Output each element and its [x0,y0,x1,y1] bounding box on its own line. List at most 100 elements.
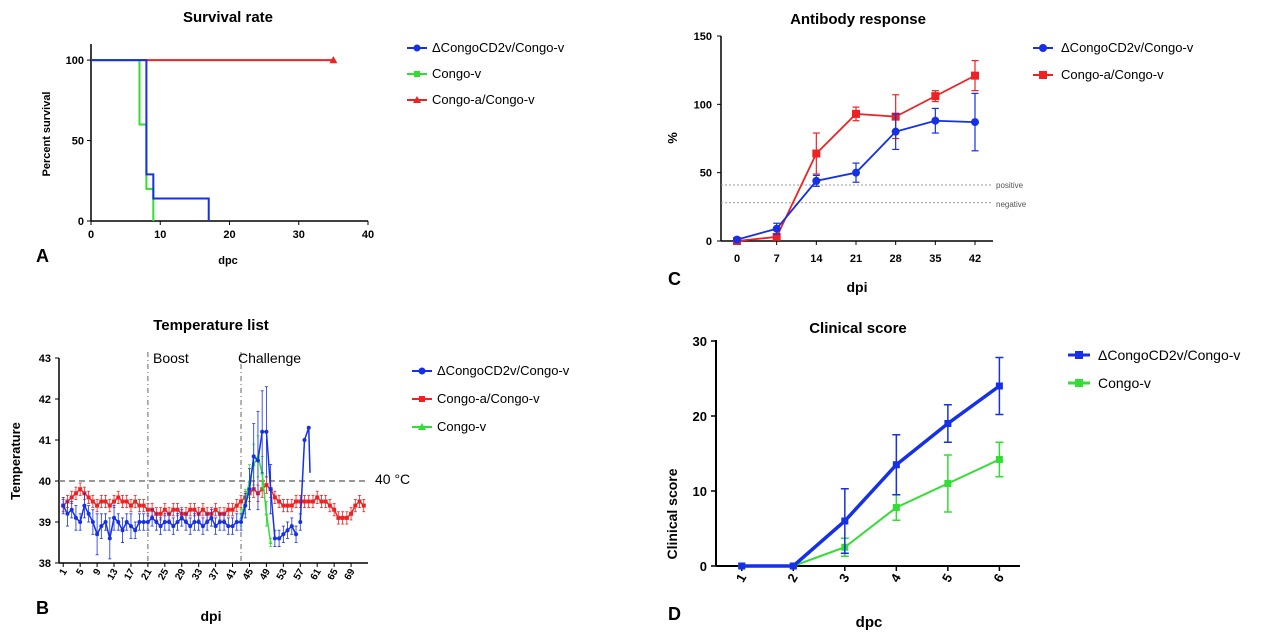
data-point [281,532,286,537]
data-point [971,71,979,80]
data-point [137,503,142,508]
data-point [120,528,125,533]
x-tick-label: 14 [810,253,823,265]
data-point [995,382,1003,390]
panel-a-legend-label: ΔCongoCD2v/Congo-v [432,40,565,55]
panel-b-legend-item: Congo-v [412,419,487,434]
panel-d-clinical-chart: Clinical score 1 2 3 4 5 6 0 10 20 30 dpc Clinica… [664,320,1240,631]
x-tick-label: 25 [156,567,171,583]
data-point [285,503,290,508]
data-point [302,499,307,504]
panel-a-legend-item: Congo-v [407,66,482,81]
data-point [200,507,205,512]
data-point [264,483,269,488]
panel-d-legend-marker [1075,351,1083,359]
x-tick-label: 6 [990,571,1007,585]
data-point [175,507,180,512]
x-tick-label: 57 [292,567,307,583]
series-line [736,74,976,242]
panel-c-negative-label: negative [996,200,1027,209]
panel-c-legend-label: ΔCongoCD2v/Congo-v [1061,40,1194,55]
data-point [772,224,781,233]
panel-a-legend-marker [414,71,420,77]
x-tick-label: 29 [173,567,188,583]
x-tick-label: 20 [223,229,235,241]
data-point [272,536,277,541]
x-tick-label: 10 [154,229,166,241]
x-tick-label: 17 [122,567,137,583]
x-tick-label: 13 [106,567,121,583]
data-point [103,499,108,504]
x-tick-label: 41 [224,567,239,583]
data-point [332,507,337,512]
data-point [226,507,231,512]
data-point [349,511,354,516]
y-tick-label: 20 [693,409,707,424]
data-point [733,235,741,244]
data-point [239,499,244,504]
y-tick-label: 42 [39,394,51,406]
data-point [234,520,239,524]
data-point [306,499,311,504]
panel-a-legend-marker [413,44,421,52]
series-group [733,92,979,244]
data-point [141,503,146,508]
data-point [812,176,821,185]
series-line [240,454,272,543]
data-point [192,507,197,512]
data-point [124,520,129,524]
panel-a-survival-chart: Survival rate 0 10 20 30 40 0 50 100 dpc Percen… [36,9,565,267]
panel-a-title: Survival rate [183,9,273,26]
data-point [82,503,87,508]
data-point [361,503,366,508]
data-point [268,487,273,492]
data-point [162,507,167,512]
data-point [95,503,100,508]
data-point [128,524,133,529]
x-tick-label: 28 [890,253,902,265]
panel-a-legend-item: ΔCongoCD2v/Congo-v [407,40,565,55]
data-point [78,520,83,524]
data-point [281,503,286,508]
x-tick-label: 42 [969,253,981,265]
data-point [107,536,112,541]
panel-c-legend-item: ΔCongoCD2v/Congo-v [1033,40,1194,55]
series-line [741,384,1001,568]
panel-b-plot: 1 5 9 13 17 21 25 29 33 37 41 45 49 53 57 61 65 693839404… [39,352,368,582]
y-tick-label: 0 [78,216,84,228]
data-point [336,515,341,520]
panel-d-legend-marker [1075,379,1083,387]
panel-d-ticks: 1 2 3 4 5 6 0 10 20 30 [693,334,1007,585]
x-tick-label: 4 [887,570,904,584]
data-point [73,515,78,520]
data-point [99,499,104,504]
data-point [196,520,201,524]
x-tick-label: 3 [836,571,853,585]
panel-b-legend-marker [418,367,426,375]
data-point [294,532,299,537]
panel-b-legend-label: Congo-v [437,419,487,434]
data-point [90,520,95,524]
x-tick-label: 5 [74,567,87,578]
data-point [971,118,979,127]
series-group [738,441,1004,570]
panel-c-title: Antibody response [790,11,926,28]
panel-c-ticks: 0 7 14 21 28 35 42 0 50 100 150 [694,31,981,265]
panel-b-threshold-label: 40 °C [375,471,410,487]
data-point [95,532,100,537]
data-point [183,520,188,524]
data-point [120,499,125,504]
y-tick-label: 0 [706,236,712,248]
data-point [188,524,193,529]
data-point [154,520,159,524]
data-point [124,499,129,504]
data-point [112,515,117,520]
panel-b-legend-item: Congo-a/Congo-v [412,391,540,406]
data-point [264,429,269,434]
data-point [239,520,244,524]
data-point [344,515,349,520]
panel-b-boost-label: Boost [153,350,189,366]
panel-b-legend-label: Congo-a/Congo-v [437,391,540,406]
data-point [61,503,66,508]
